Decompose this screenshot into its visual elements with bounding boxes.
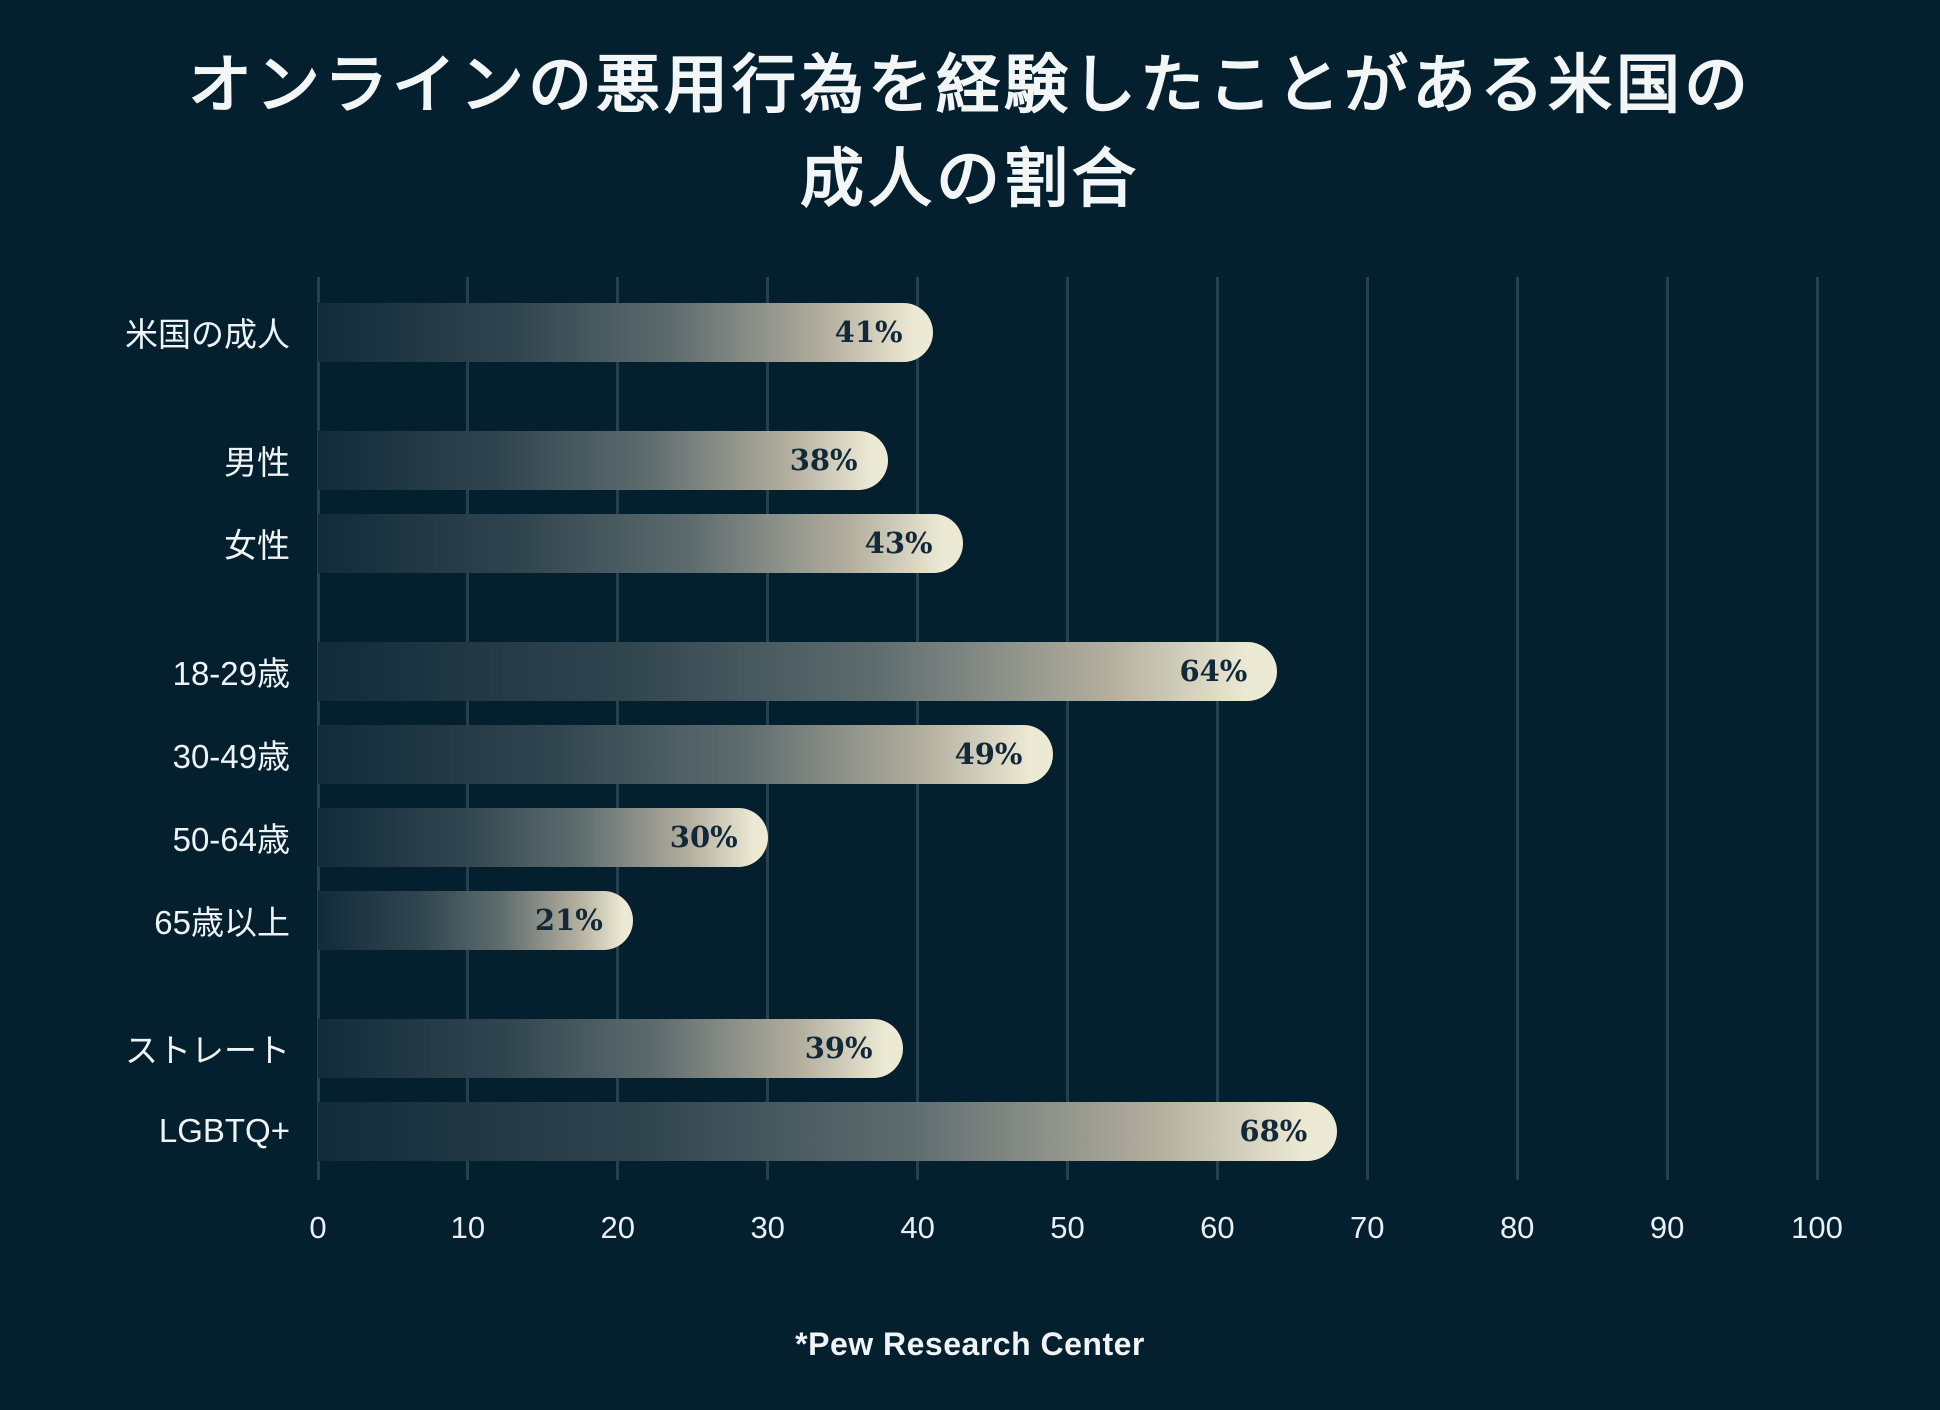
gridline-70	[1365, 277, 1369, 1180]
category-label: 50-64歳	[172, 821, 290, 858]
gridline-80	[1515, 277, 1519, 1180]
category-label: 18-29歳	[172, 655, 290, 692]
bar: 49%	[318, 724, 1053, 784]
category-label-column: 米国の成人男性女性 18-29歳 30-49歳 50-64歳 65歳以上ストレート LGB…	[0, 277, 290, 1180]
category-label: ストレート	[125, 1032, 290, 1069]
bar: 43%	[318, 513, 963, 573]
x-tick-label-100: 100	[1791, 1210, 1843, 1245]
bar-value-label: 64%	[1179, 654, 1248, 688]
bar: 30%	[318, 807, 768, 867]
gridline-90	[1665, 277, 1669, 1180]
category-label: LGBTQ+	[158, 1112, 290, 1149]
x-tick-label-90: 90	[1649, 1210, 1685, 1245]
bar-value-label: 68%	[1239, 1114, 1308, 1148]
bar: 21%	[318, 890, 633, 950]
gridline-50	[1066, 277, 1069, 1180]
bar-value-label: 49%	[954, 737, 1023, 771]
gridline-100	[1815, 277, 1819, 1180]
chart-title-line-2: 成人の割合	[800, 143, 1140, 215]
bar: 38%	[318, 430, 888, 490]
bar-value-label: 43%	[864, 526, 933, 560]
x-tick-label-30: 30	[750, 1210, 785, 1245]
x-tick-label-40: 40	[900, 1210, 935, 1245]
bar-value-label: 30%	[669, 820, 738, 854]
bar-value-label: 38%	[789, 443, 858, 477]
chart-title-line-1: オンラインの悪用行為を経験したことがある米国の	[188, 49, 1752, 121]
x-tick-label-0: 0	[309, 1210, 327, 1245]
gridline-60	[1215, 277, 1219, 1180]
x-tick-label-10: 10	[450, 1210, 486, 1245]
x-tick-label-60: 60	[1200, 1210, 1235, 1245]
plot-area: 41% 38% 43% 64% 49% 30% 21% 39% 68%	[316, 277, 1819, 1180]
x-tick-label-20: 20	[600, 1210, 636, 1245]
category-label: 65歳以上	[154, 904, 290, 941]
chart-title: オンラインの悪用行為を経験したことがある米国の 成人の割合	[0, 38, 1940, 226]
category-label: 女性	[224, 527, 290, 564]
x-axis-tick-labels: 0 10 20 30 40 50 60 70 80 90 100	[309, 1208, 1842, 1258]
bar: 64%	[318, 641, 1278, 701]
source-note: *Pew Research Center	[795, 1326, 1145, 1362]
bar: 41%	[318, 302, 933, 362]
bar: 68%	[318, 1101, 1338, 1161]
category-label: 男性	[224, 444, 290, 481]
category-label: 30-49歳	[172, 738, 290, 775]
bar: 39%	[318, 1018, 903, 1078]
category-label: 米国の成人	[125, 316, 290, 353]
bar-value-label: 21%	[534, 903, 603, 937]
x-tick-label-80: 80	[1499, 1210, 1535, 1245]
bar-value-label: 39%	[804, 1031, 873, 1065]
bar-value-label: 41%	[834, 315, 903, 349]
x-tick-label-50: 50	[1050, 1210, 1085, 1245]
x-tick-label-70: 70	[1350, 1210, 1385, 1245]
